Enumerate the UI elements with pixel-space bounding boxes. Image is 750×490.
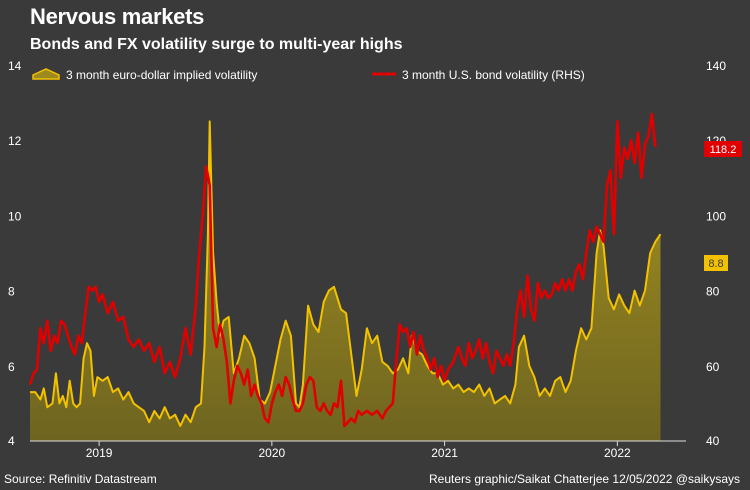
- right-tick-label: 80: [706, 285, 720, 299]
- bond-volatility-line: [28, 112, 657, 428]
- left-tick-label: 12: [8, 134, 22, 148]
- source-note: Source: Refinitiv Datastream: [4, 472, 157, 486]
- left-tick-label: 14: [8, 59, 22, 73]
- fx-last-value-badge: 8.8: [704, 255, 728, 271]
- right-tick-label: 60: [706, 360, 720, 374]
- x-axis-ticks: 2019 2020 2021 2022: [86, 441, 631, 460]
- bond-badge-bg: [704, 141, 742, 157]
- credit-note: Reuters graphic/Saikat Chatterjee 12/05/…: [428, 472, 740, 486]
- left-tick-label: 8: [8, 285, 15, 299]
- left-tick-label: 6: [8, 360, 15, 374]
- legend: 3 month euro-dollar implied volatility 3…: [32, 68, 585, 82]
- x-tick-label: 2019: [86, 446, 113, 460]
- left-axis-ticks: 4 6 8 10 12 14: [8, 59, 22, 448]
- right-tick-label: 40: [706, 434, 720, 448]
- x-tick-label: 2021: [431, 446, 458, 460]
- legend-bond-label: 3 month U.S. bond volatility (RHS): [402, 68, 585, 82]
- fx-last-value: 8.8: [708, 258, 723, 270]
- left-tick-label: 10: [8, 209, 22, 223]
- bond-last-value: 118.2: [710, 144, 737, 156]
- x-tick-label: 2022: [604, 446, 631, 460]
- legend-fx-swatch: [32, 68, 60, 80]
- legend-fx-label: 3 month euro-dollar implied volatility: [66, 68, 257, 82]
- fx-badge-bg: [704, 255, 728, 271]
- fx-volatility-line: [30, 120, 662, 427]
- x-tick-label: 2020: [259, 446, 286, 460]
- left-tick-label: 4: [8, 434, 15, 448]
- page-subtitle: Bonds and FX volatility surge to multi-y…: [30, 36, 403, 53]
- bond-last-value-badge: 118.2: [704, 141, 742, 157]
- right-tick-label: 140: [706, 59, 726, 73]
- fx-volatility-area: [30, 121, 661, 442]
- right-axis-ticks: 40 60 80 100 120 140: [706, 59, 726, 448]
- page-title: Nervous markets: [30, 4, 205, 29]
- right-tick-label: 100: [706, 209, 726, 223]
